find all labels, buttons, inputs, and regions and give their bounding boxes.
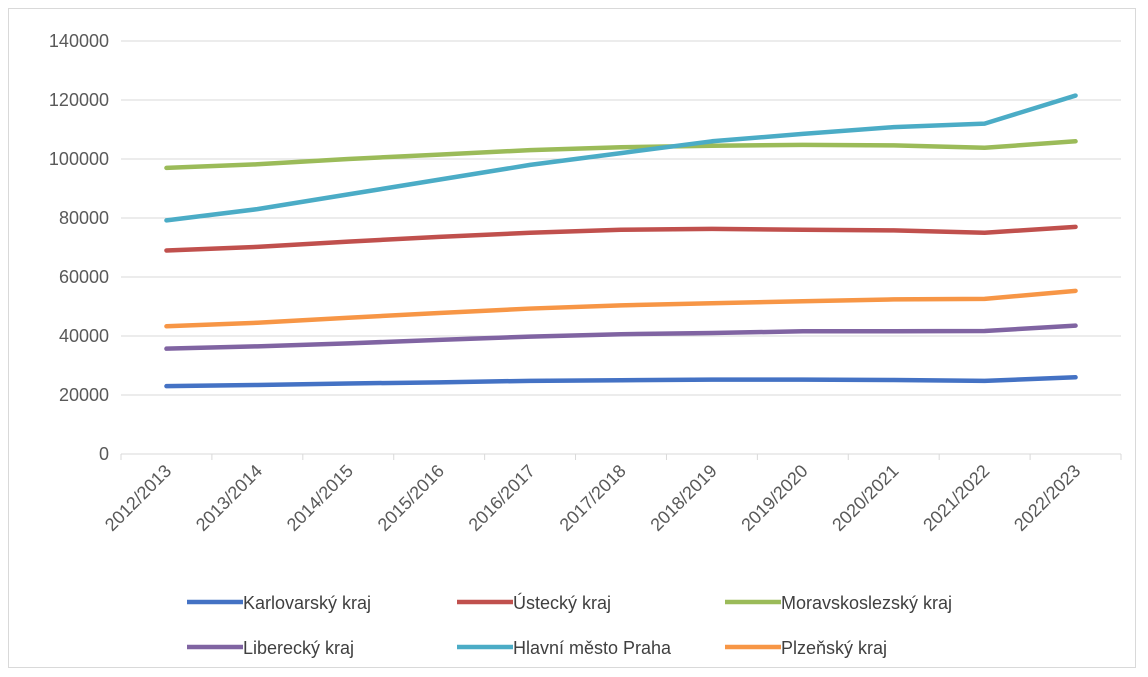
x-tick-label: 2019/2020 — [737, 461, 811, 535]
series-lines — [164, 93, 1078, 389]
y-tick-label: 20000 — [59, 385, 109, 405]
legend-item-ustecky-kraj: Ústecký kraj — [457, 592, 611, 613]
x-tick-label: 2016/2017 — [465, 461, 539, 535]
legend-item-hlavni-mesto-praha: Hlavní město Praha — [457, 638, 672, 658]
series-line-plzensky-kraj — [164, 288, 1078, 329]
y-tick-label: 0 — [99, 444, 109, 464]
gridlines — [121, 40, 1121, 396]
legend-item-liberecky-kraj: Liberecký kraj — [187, 638, 354, 658]
legend-item-moravskoslezsky-kraj: Moravskoslezský kraj — [725, 593, 952, 613]
legend-label: Liberecký kraj — [243, 638, 354, 658]
x-axis-ticks: 2012/2013 2013/2014 2014/2015 2015/2016 2016… — [101, 461, 1084, 535]
series-line-liberecky-kraj — [164, 323, 1078, 351]
legend-item-plzensky-kraj: Plzeňský kraj — [725, 638, 887, 658]
series-line-moravskoslezsky-kraj — [164, 139, 1078, 171]
x-tick-label: 2021/2022 — [919, 461, 993, 535]
x-tick-label: 2014/2015 — [283, 461, 357, 535]
legend-label: Ústecký kraj — [513, 592, 611, 613]
line-chart: 020000400006000080000100000120000140000 … — [49, 31, 1122, 658]
x-tick-label: 2022/2023 — [1010, 461, 1084, 535]
x-tick-label: 2013/2014 — [192, 461, 266, 535]
series-line-karlovarsky-kraj — [164, 375, 1078, 389]
legend-label: Karlovarský kraj — [243, 593, 371, 613]
y-tick-label: 60000 — [59, 267, 109, 287]
chart-frame: 0 20000 40000 60000 80000 100000 120000 140000 … — [8, 8, 1136, 668]
y-axis-ticks: 0 20000 40000 60000 80000 100000 120000 140000 — [49, 31, 109, 464]
x-tick-label: 2018/2019 — [646, 461, 720, 535]
x-tick-label: 2012/2013 — [101, 461, 175, 535]
legend: Karlovarský kraj Ústecký kraj Moravskoslez… — [187, 592, 952, 658]
y-tick-label: 140000 — [49, 31, 109, 51]
legend-label: Hlavní město Praha — [513, 638, 672, 658]
y-tick-label: 100000 — [49, 149, 109, 169]
series-line-ustecky-kraj — [164, 224, 1078, 253]
legend-label: Moravskoslezský kraj — [781, 593, 952, 613]
y-tick-label: 40000 — [59, 326, 109, 346]
series-line-hlavni-mesto-praha — [164, 93, 1078, 223]
x-tick-label: 2017/2018 — [556, 461, 630, 535]
x-axis — [120, 453, 1122, 460]
y-tick-label: 80000 — [59, 208, 109, 228]
y-tick-label: 120000 — [49, 90, 109, 110]
legend-label: Plzeňský kraj — [781, 638, 887, 658]
x-tick-label: 2015/2016 — [374, 461, 448, 535]
x-tick-label: 2020/2021 — [828, 461, 902, 535]
legend-item-karlovarsky-kraj: Karlovarský kraj — [187, 593, 371, 613]
